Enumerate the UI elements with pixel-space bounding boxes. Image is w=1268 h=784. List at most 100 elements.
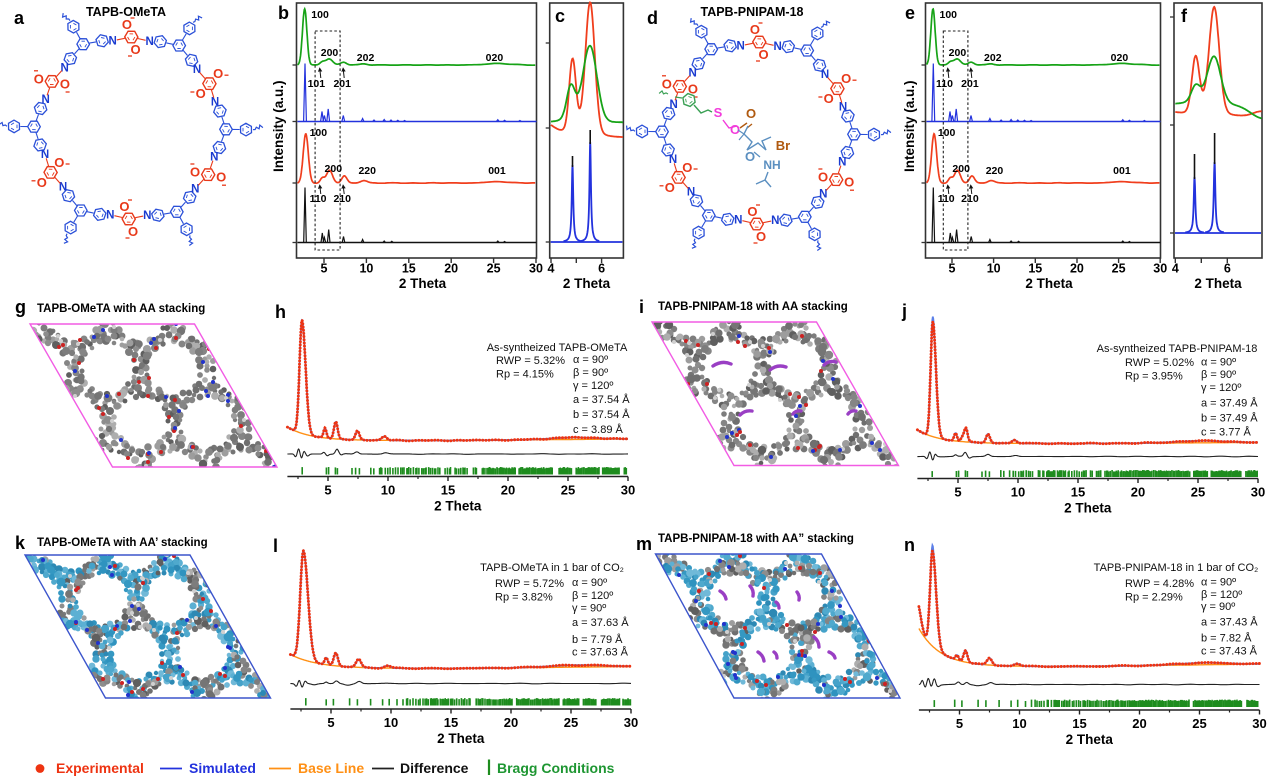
svg-text:10: 10 [987,262,1001,276]
svg-text:O: O [750,22,760,37]
svg-text:O: O [818,170,828,185]
svg-text:N: N [109,36,117,48]
svg-text:15: 15 [1028,262,1042,276]
svg-text:O: O [131,42,141,57]
svg-text:210: 210 [333,193,351,205]
svg-text:6: 6 [1224,262,1231,276]
svg-text:5: 5 [324,483,331,498]
svg-text:S: S [714,105,723,120]
svg-text:200: 200 [952,163,970,175]
svg-text:Br: Br [776,138,790,153]
svg-text:O: O [747,204,757,219]
svg-text:O: O [119,199,129,214]
svg-text:2 Theta: 2 Theta [434,499,482,514]
svg-text:101: 101 [308,78,326,90]
svg-text:5: 5 [949,262,956,276]
svg-text:20: 20 [501,483,515,498]
svg-text:O: O [60,77,70,92]
svg-text:220: 220 [986,165,1004,177]
svg-text:200: 200 [949,47,967,59]
svg-text:TAPB-OMeTA with AA stacking: TAPB-OMeTA with AA stacking [37,303,205,315]
svg-text:2 Theta: 2 Theta [563,276,611,291]
svg-text:100: 100 [938,127,956,139]
svg-text:O: O [759,47,769,62]
svg-text:O: O [682,160,692,175]
svg-text:30: 30 [1153,262,1167,276]
svg-text:N: N [41,149,49,161]
svg-text:O: O [216,170,226,185]
svg-text:20: 20 [1070,262,1084,276]
svg-text:O: O [745,149,755,164]
svg-text:N: N [737,41,745,53]
svg-text:O: O [190,165,200,180]
svg-text:O: O [37,175,47,190]
svg-text:N: N [838,157,846,169]
svg-text:110: 110 [310,193,327,205]
svg-text:N: N [146,36,154,48]
svg-text:N: N [774,41,782,53]
svg-text:g: g [15,297,26,317]
svg-text:TAPB-PNIPAM-18: TAPB-PNIPAM-18 [700,5,803,19]
svg-text:O: O [122,17,132,32]
svg-text:b: b [278,3,289,23]
svg-text:200: 200 [325,163,343,175]
svg-text:200: 200 [321,47,339,59]
svg-text:d: d [647,8,658,28]
svg-text:202: 202 [984,52,1002,64]
svg-text:201: 201 [333,78,351,90]
svg-text:30: 30 [621,483,635,498]
svg-text:O: O [34,72,44,87]
svg-text:100: 100 [311,9,329,21]
svg-text:N: N [670,99,678,111]
svg-text:O: O [746,106,756,121]
svg-text:N: N [42,94,50,106]
svg-text:O: O [665,180,675,195]
svg-text:a: a [14,8,25,28]
svg-text:10: 10 [359,262,373,276]
svg-text:e: e [905,3,915,23]
svg-text:h: h [275,302,286,322]
svg-text:220: 220 [358,165,376,177]
svg-text:6: 6 [598,262,605,276]
svg-text:O: O [662,77,672,92]
svg-text:100: 100 [940,9,958,21]
svg-text:20: 20 [444,262,458,276]
svg-text:O: O [844,175,854,190]
svg-text:25: 25 [487,262,501,276]
svg-text:N: N [669,154,677,166]
svg-text:N: N [211,97,219,109]
svg-text:4: 4 [548,262,555,276]
svg-text:k: k [15,533,26,553]
svg-text:N: N [106,210,114,222]
svg-text:2 Theta: 2 Theta [1025,276,1073,291]
svg-text:O: O [128,224,138,239]
svg-text:020: 020 [486,52,504,64]
svg-text:O: O [213,66,223,81]
svg-text:201: 201 [961,78,979,90]
svg-text:4: 4 [1172,262,1179,276]
svg-text:m: m [636,534,652,554]
svg-text:100: 100 [310,127,328,139]
svg-text:N: N [839,102,847,114]
svg-text:O: O [824,91,834,106]
svg-text:O: O [730,122,740,137]
svg-text:N: N [61,62,69,74]
svg-text:N: N [689,67,697,79]
svg-text:N: N [193,64,201,76]
svg-text:210: 210 [961,193,979,205]
svg-text:2 Theta: 2 Theta [399,276,447,291]
svg-text:O: O [841,71,851,86]
svg-text:N: N [734,215,742,227]
svg-text:f: f [1181,6,1188,26]
svg-text:202: 202 [357,52,375,64]
svg-text:25: 25 [1112,262,1126,276]
svg-text:110: 110 [936,78,953,90]
svg-text:110: 110 [938,193,955,205]
svg-text:020: 020 [1111,52,1129,64]
svg-text:001: 001 [1113,165,1131,177]
svg-text:Intensity (a.u.): Intensity (a.u.) [902,80,917,172]
svg-text:c: c [555,6,565,26]
svg-text:Intensity (a.u.): Intensity (a.u.) [271,80,286,172]
svg-text:25: 25 [561,483,575,498]
svg-text:N: N [771,215,779,227]
